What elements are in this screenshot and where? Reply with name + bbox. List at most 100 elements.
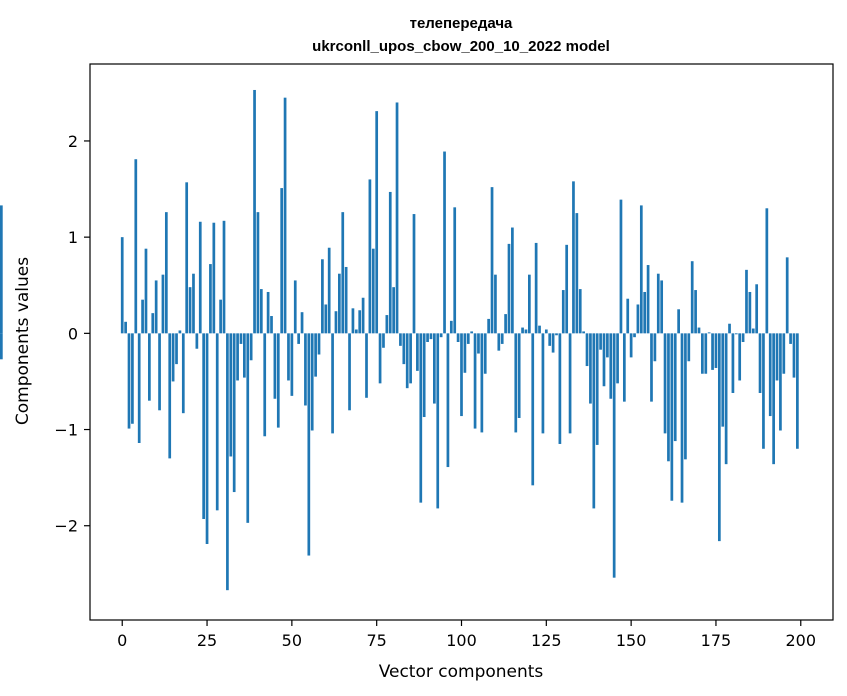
bar — [405, 333, 409, 389]
bar — [283, 97, 287, 334]
bar — [504, 314, 507, 334]
bar — [575, 213, 579, 334]
bar — [541, 333, 545, 434]
bar — [466, 333, 470, 344]
bar — [578, 289, 582, 334]
x-tick-label: 0 — [117, 631, 127, 650]
bar — [548, 333, 552, 346]
chart-subtitle: ukrconll_upos_cbow_200_10_2022 model — [312, 38, 610, 55]
bar — [287, 333, 290, 381]
bar — [755, 284, 759, 334]
bar — [796, 333, 799, 449]
bar — [677, 309, 680, 334]
bar — [439, 333, 443, 338]
bar — [436, 333, 440, 509]
bar — [222, 220, 226, 334]
bar — [595, 333, 599, 445]
bar — [551, 333, 555, 353]
bar — [209, 264, 212, 334]
bar — [500, 333, 504, 344]
bar — [734, 333, 738, 335]
bar — [419, 333, 423, 503]
bar — [582, 331, 585, 334]
bar — [687, 333, 691, 362]
bar — [511, 227, 514, 334]
bar — [449, 320, 453, 334]
bar — [711, 333, 714, 370]
bar — [568, 333, 572, 434]
chart-title: телепередача — [410, 15, 513, 32]
bar — [232, 333, 236, 493]
bar — [433, 333, 436, 404]
bar — [612, 333, 616, 578]
bar — [521, 327, 524, 334]
bar — [602, 333, 606, 387]
bar — [701, 333, 704, 374]
bar — [416, 333, 419, 371]
x-tick-label: 200 — [785, 631, 816, 650]
x-tick-label: 175 — [701, 631, 732, 650]
bar — [348, 333, 351, 411]
bar — [385, 315, 389, 334]
bar — [565, 244, 569, 334]
bar — [229, 333, 233, 457]
bar — [622, 333, 626, 402]
bar — [765, 208, 769, 334]
bar — [724, 333, 728, 465]
bar — [483, 333, 487, 374]
bar — [561, 290, 565, 334]
bar — [310, 333, 314, 431]
bar — [673, 333, 677, 442]
bar — [494, 274, 497, 334]
bar — [304, 333, 307, 406]
bar — [154, 280, 158, 334]
bar — [599, 333, 602, 350]
bar — [382, 333, 385, 348]
bar — [399, 333, 402, 346]
bar — [134, 159, 138, 334]
bar — [341, 212, 345, 334]
bar — [555, 333, 558, 336]
bar — [470, 331, 474, 334]
x-axis-label: Vector components — [379, 662, 544, 682]
x-tick-label: 100 — [446, 631, 477, 650]
bar — [205, 333, 209, 544]
bar — [243, 333, 246, 378]
bar — [639, 205, 643, 334]
bar — [215, 333, 219, 511]
bar — [507, 243, 511, 334]
bar — [728, 323, 731, 334]
bar — [429, 333, 433, 340]
bar — [585, 333, 589, 367]
bar — [592, 333, 596, 509]
x-tick-label: 50 — [282, 631, 302, 650]
bar — [463, 333, 467, 373]
bar — [646, 265, 650, 334]
bar — [789, 333, 792, 344]
bar — [453, 207, 457, 334]
bar — [198, 221, 202, 334]
bar — [446, 333, 450, 468]
bar — [181, 333, 185, 414]
bar — [300, 312, 304, 334]
bar — [422, 333, 426, 418]
bar — [751, 328, 755, 334]
bar — [256, 212, 260, 334]
bar — [473, 333, 477, 429]
bar — [629, 333, 633, 358]
bar — [307, 333, 311, 556]
bar — [148, 333, 151, 401]
bar — [667, 333, 670, 462]
bar — [178, 330, 182, 334]
bar — [280, 188, 284, 334]
bar — [317, 333, 321, 355]
bar — [0, 205, 3, 334]
y-tick-label: 1 — [68, 228, 78, 247]
bar — [168, 333, 172, 459]
bar — [460, 333, 463, 417]
bar — [758, 333, 762, 393]
x-axis-ticks: 0 25 50 75 100 125 150 175 200 — [117, 620, 816, 650]
bar — [192, 273, 195, 334]
bar — [426, 333, 429, 342]
bar — [290, 333, 294, 396]
